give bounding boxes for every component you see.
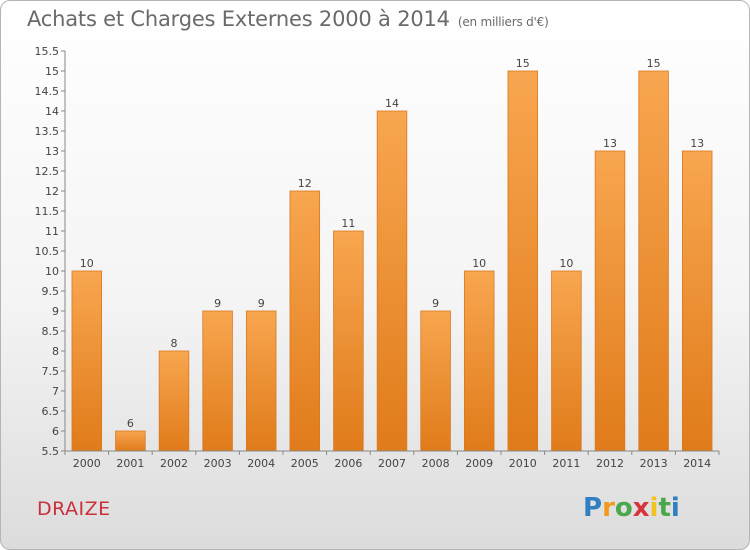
- x-tick-label-2002: 2002: [160, 457, 188, 470]
- bar-2005: [289, 190, 321, 452]
- value-label-2008: 9: [432, 297, 439, 310]
- bar-2008: [420, 310, 451, 452]
- y-tick-label: 15.5: [35, 45, 60, 58]
- bar-2004: [245, 310, 277, 452]
- y-tick-label: 10.5: [35, 245, 60, 258]
- chart-title-text: Achats et Charges Externes 2000 à 2014: [27, 7, 450, 31]
- x-tick-label-2011: 2011: [552, 457, 580, 470]
- x-tick-label-2003: 2003: [204, 457, 232, 470]
- y-tick-label: 14: [45, 105, 59, 118]
- value-label-2007: 14: [385, 97, 399, 110]
- value-label-2001: 6: [127, 417, 134, 430]
- y-tick-label: 9: [52, 305, 59, 318]
- value-label-2011: 10: [559, 257, 573, 270]
- y-tick-label: 14.5: [35, 85, 60, 98]
- bar-2003: [202, 310, 233, 452]
- y-tick-label: 12.5: [35, 165, 60, 178]
- y-tick-label: 5.5: [42, 445, 60, 458]
- y-tick-label: 8: [52, 345, 59, 358]
- x-tick-label-2013: 2013: [640, 457, 668, 470]
- x-tick-label-2007: 2007: [378, 457, 406, 470]
- commune-name: DRAIZE: [37, 498, 111, 520]
- value-label-2005: 12: [298, 177, 312, 190]
- y-tick-label: 13.5: [35, 125, 60, 138]
- x-tick-label-2014: 2014: [683, 457, 711, 470]
- y-tick-label: 8.5: [42, 325, 60, 338]
- y-tick-label: 6.5: [42, 405, 60, 418]
- y-tick-label: 7: [52, 385, 59, 398]
- chart-title: Achats et Charges Externes 2000 à 2014 (e…: [27, 7, 549, 31]
- y-tick-label: 13: [45, 145, 59, 158]
- value-label-2009: 10: [472, 257, 486, 270]
- svg-text:Proxiti: Proxiti: [583, 493, 680, 523]
- x-tick-label-2005: 2005: [291, 457, 319, 470]
- y-tick-label: 6: [52, 425, 59, 438]
- bar-2001: [115, 430, 146, 452]
- x-tick-label-2000: 2000: [73, 457, 101, 470]
- x-tick-label-2009: 2009: [465, 457, 493, 470]
- y-tick-label: 15: [45, 65, 59, 78]
- value-label-2012: 13: [603, 137, 617, 150]
- value-label-2010: 15: [516, 57, 530, 70]
- y-tick-label: 11: [45, 225, 59, 238]
- value-label-2006: 11: [341, 217, 355, 230]
- value-label-2013: 15: [647, 57, 661, 70]
- value-label-2014: 13: [690, 137, 704, 150]
- bar-2006: [333, 230, 364, 452]
- y-tick-label: 10: [45, 265, 59, 278]
- bar-2014: [681, 150, 713, 452]
- chart-subtitle: (en milliers d'€): [457, 15, 549, 29]
- proxiti-logo: Proxiti: [583, 493, 680, 523]
- bar-2009: [463, 270, 495, 452]
- x-tick-label-2010: 2010: [509, 457, 537, 470]
- y-axis: 5.5 6 6.5 7 7.5 8 8.5 9 9.5 10 10.5 11 11.5 12 12.5 13 1…: [35, 45, 66, 458]
- bar-2002: [158, 350, 190, 452]
- value-label-2004: 9: [258, 297, 265, 310]
- x-tick-label-2001: 2001: [116, 457, 144, 470]
- bar-2012: [594, 150, 626, 452]
- bar-2013: [638, 70, 669, 452]
- bar-2010: [507, 70, 539, 452]
- x-axis: 2000 2001 2002 2003 2004 2005 2006 2007 2008 2009…: [64, 450, 720, 470]
- bars: 10 6 8 9 9 12 11 14 9 10 15 10 13 15 13: [71, 57, 713, 452]
- value-label-2002: 8: [171, 337, 178, 350]
- y-tick-label: 11.5: [35, 205, 60, 218]
- x-tick-label-2008: 2008: [422, 457, 450, 470]
- y-tick-label: 12: [45, 185, 59, 198]
- x-tick-label-2004: 2004: [247, 457, 275, 470]
- y-tick-label: 7.5: [42, 365, 60, 378]
- bar-2011: [551, 270, 582, 452]
- value-label-2000: 10: [80, 257, 94, 270]
- bar-2000: [71, 270, 103, 452]
- x-tick-label-2006: 2006: [334, 457, 362, 470]
- value-label-2003: 9: [214, 297, 221, 310]
- bar-2007: [376, 110, 408, 452]
- x-tick-label-2012: 2012: [596, 457, 624, 470]
- y-tick-label: 9.5: [42, 285, 60, 298]
